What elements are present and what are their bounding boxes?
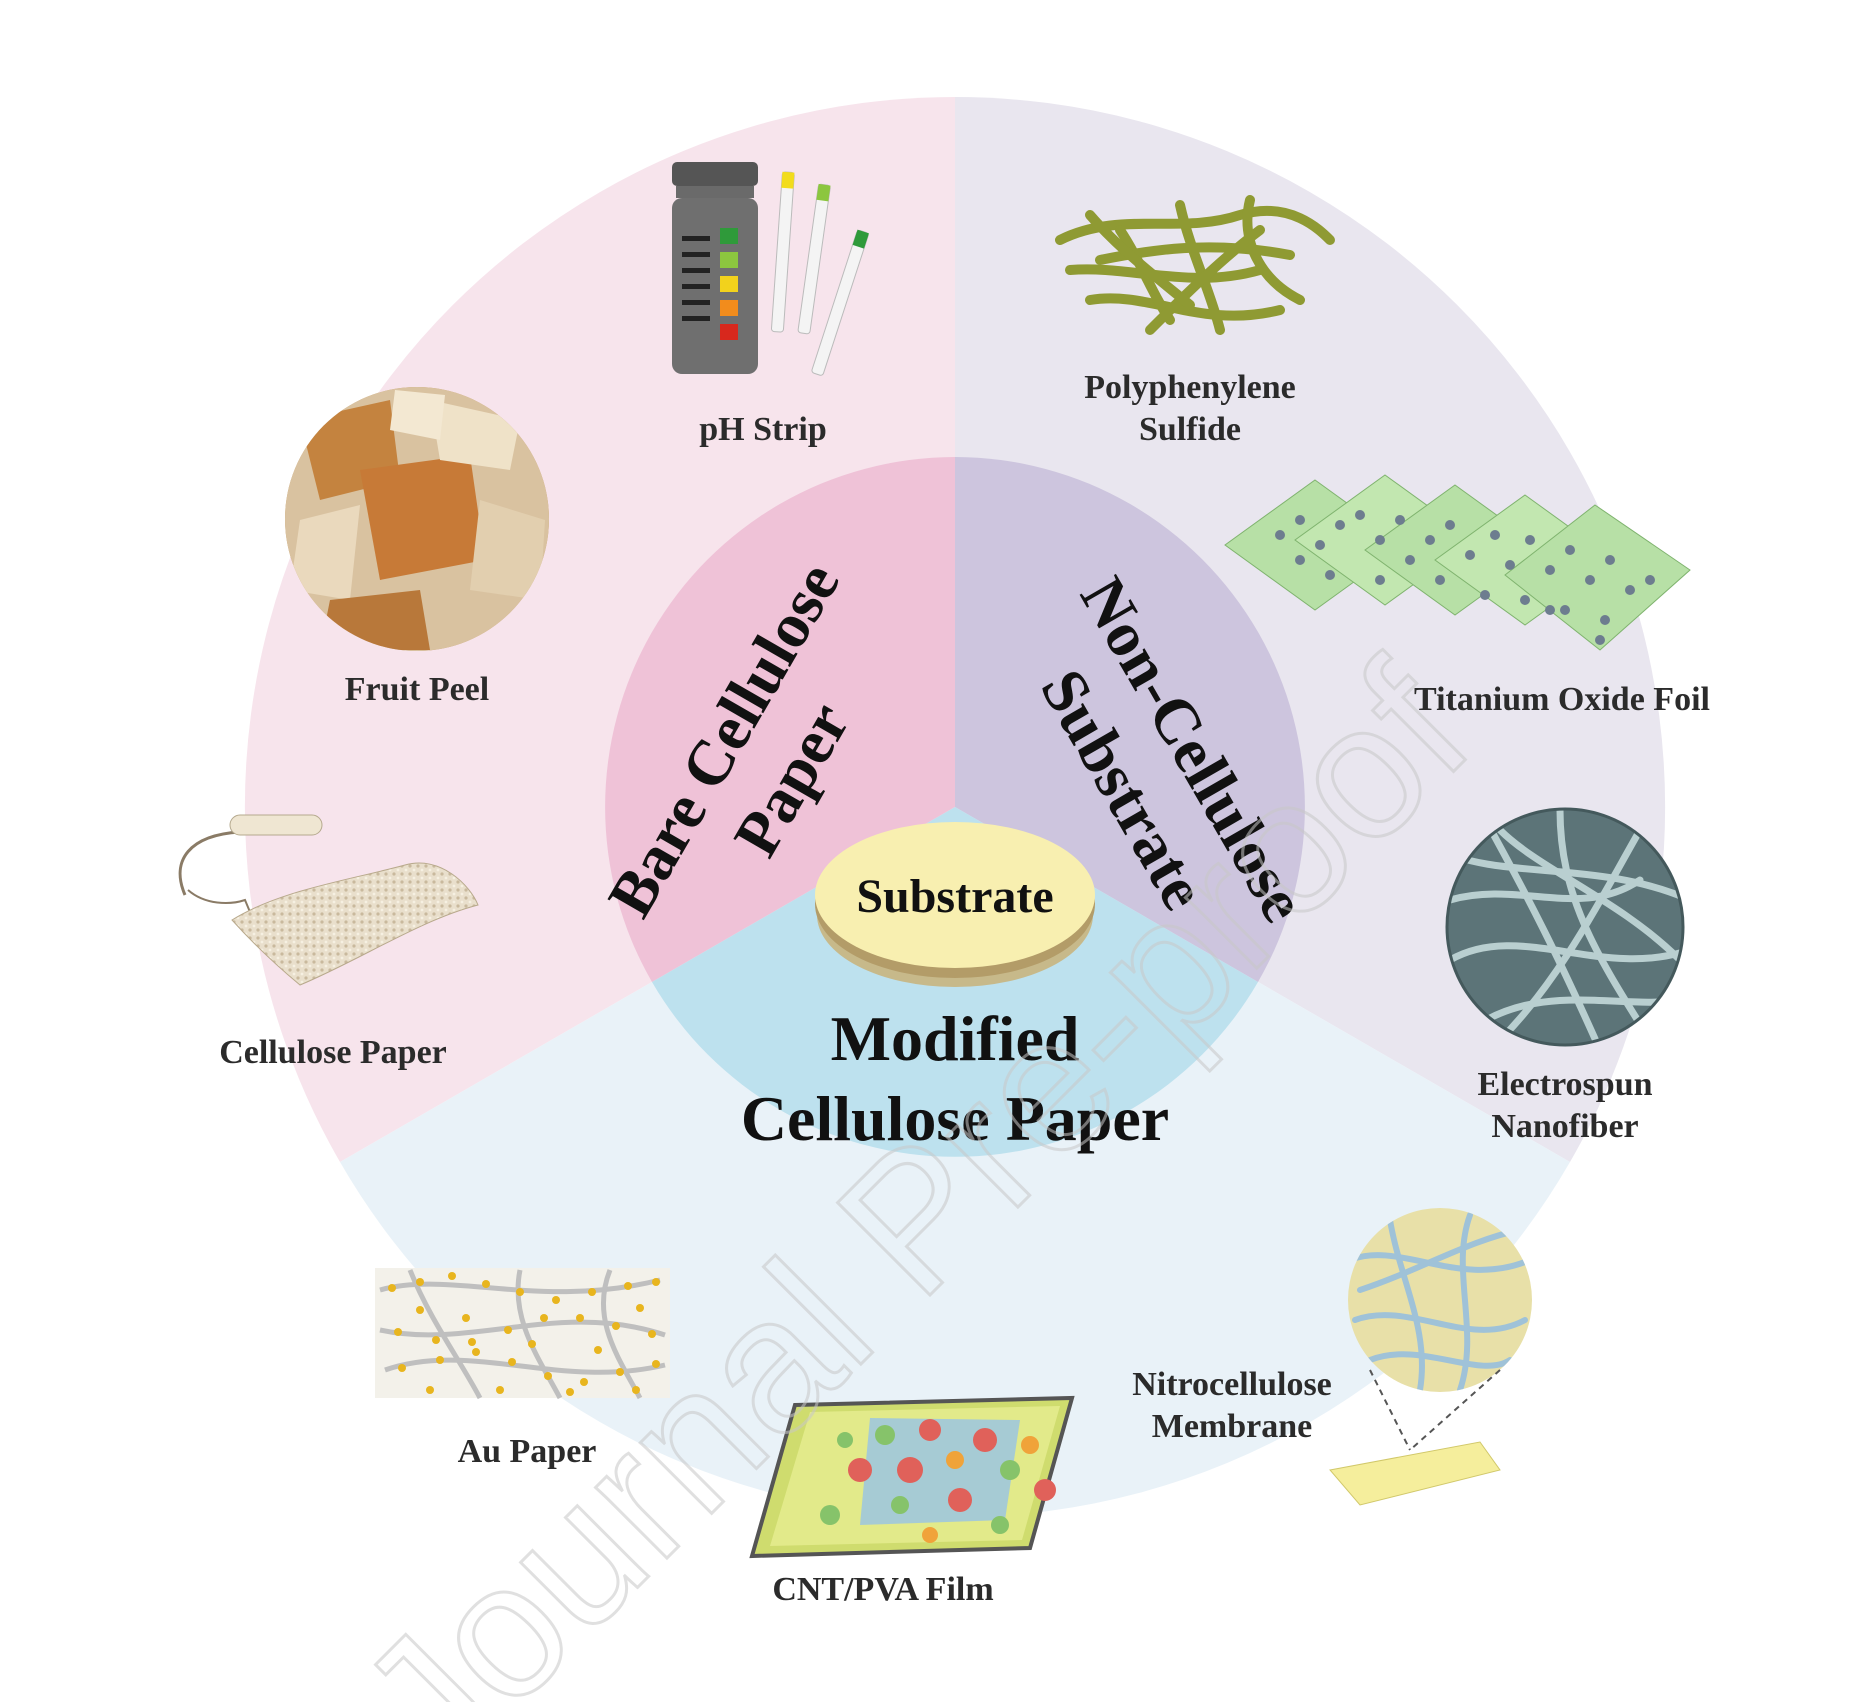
substrate-center-disk: Substrate: [815, 822, 1095, 987]
category-modified-line1: Modified: [831, 1003, 1080, 1074]
category-modified-line2: Cellulose Paper: [741, 1083, 1169, 1154]
titanium-oxide-foil-illustration: [1224, 474, 1691, 651]
center-label: Substrate: [856, 870, 1053, 923]
label-pps-line1: Polyphenylene: [1084, 369, 1296, 406]
label-titanium-oxide-foil: Titanium Oxide Foil: [1414, 681, 1710, 718]
label-au-paper: Au Paper: [458, 1433, 597, 1470]
label-cellulose-paper: Cellulose Paper: [219, 1034, 447, 1071]
au-paper-illustration: [375, 1268, 670, 1400]
electrospun-nanofiber-illustration: [1445, 807, 1685, 1047]
label-pps-line2: Sulfide: [1139, 411, 1241, 448]
fruit-peel-illustration: [285, 387, 549, 651]
label-cnt-pva-film: CNT/PVA Film: [772, 1571, 993, 1608]
cellulose-paper-illustration: [178, 814, 479, 986]
ph-strip-illustration: [672, 162, 869, 376]
label-electrospun-line2: Nanofiber: [1491, 1108, 1638, 1145]
label-nitro-line1: Nitrocellulose: [1132, 1366, 1332, 1403]
cnt-pva-film-illustration: [749, 1395, 1075, 1559]
label-fruit-peel: Fruit Peel: [345, 671, 489, 708]
label-nitro-line2: Membrane: [1152, 1408, 1313, 1445]
polyphenylene-sulfide-illustration: [1055, 195, 1335, 335]
label-electrospun-line1: Electrospun: [1477, 1066, 1652, 1103]
nitrocellulose-membrane-illustration: [1329, 1208, 1532, 1506]
label-ph-strip: pH Strip: [699, 411, 827, 448]
